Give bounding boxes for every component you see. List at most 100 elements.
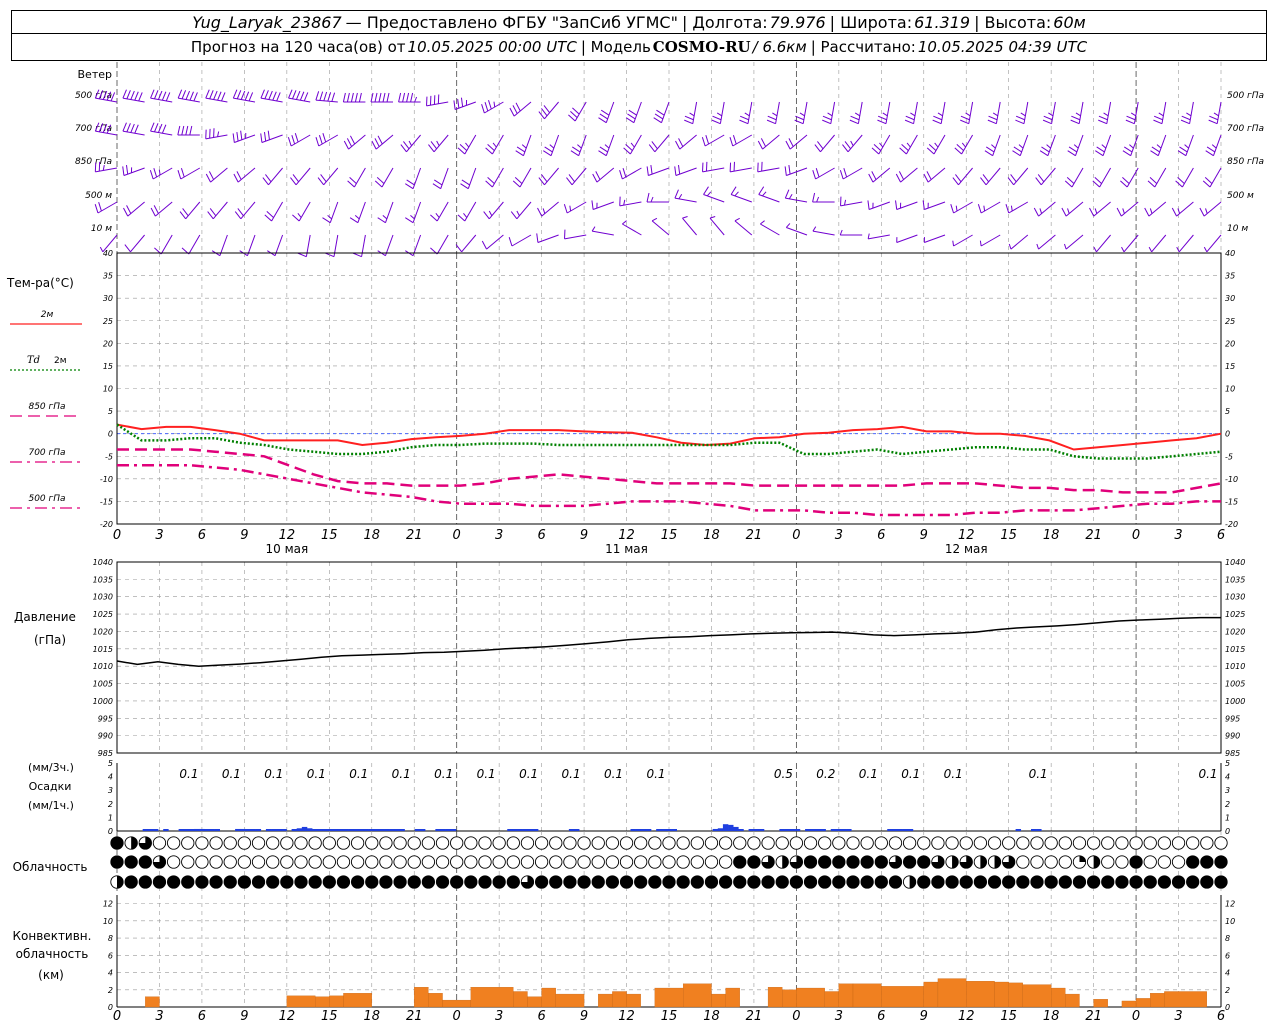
temp-x-tick-label: 3 bbox=[495, 528, 503, 543]
wind-barb-feather bbox=[1205, 150, 1214, 157]
wind-barb-feather bbox=[1211, 144, 1217, 149]
wind-barb-feather bbox=[1067, 208, 1070, 214]
wind-barb-staff bbox=[633, 101, 642, 123]
wind-barb-feather bbox=[410, 214, 415, 220]
cloud-circle bbox=[789, 836, 804, 850]
wind-barb-feather bbox=[402, 92, 406, 103]
cloud-fill bbox=[917, 855, 930, 869]
wind-barb-feather bbox=[788, 138, 794, 147]
wind-barb bbox=[1067, 134, 1084, 157]
conv-bar bbox=[725, 987, 740, 1008]
precip-3h-label: 0.1 bbox=[1198, 767, 1217, 781]
wind-barb-staff bbox=[622, 223, 642, 236]
cloud-circle bbox=[591, 855, 605, 869]
wind-barb-staff bbox=[544, 167, 559, 186]
cloud-symbol bbox=[1058, 836, 1072, 850]
cloud-circle bbox=[1002, 836, 1016, 850]
precip-unit-1h: (мм/1ч.) bbox=[28, 799, 74, 812]
wind-barb-feather bbox=[1020, 112, 1026, 117]
wind-barb-feather bbox=[236, 131, 239, 142]
y-tick-label-left: 2 bbox=[108, 986, 113, 995]
wind-barb bbox=[317, 167, 339, 186]
wind-barb-staff bbox=[152, 167, 173, 180]
wind-barb bbox=[122, 122, 145, 136]
wind-barb bbox=[904, 101, 918, 125]
wind-barb bbox=[849, 101, 863, 125]
wind-barb-feather bbox=[102, 90, 108, 100]
cloud-symbol bbox=[350, 875, 365, 889]
wind-barb-feather bbox=[126, 90, 131, 100]
wind-barb bbox=[1008, 234, 1029, 250]
cloud-fill bbox=[464, 875, 478, 889]
cloud-circle bbox=[902, 836, 917, 850]
wind-barb bbox=[177, 167, 201, 180]
cloud-symbol bbox=[110, 836, 124, 850]
wind-barb-staff bbox=[440, 167, 449, 189]
cloud-symbol bbox=[818, 855, 832, 869]
conv-bar bbox=[343, 993, 372, 1008]
cloud-symbol bbox=[166, 855, 181, 869]
wind-barb bbox=[1150, 134, 1167, 157]
cloud-circle bbox=[577, 836, 591, 850]
cloud-fill bbox=[450, 875, 463, 889]
cloud-symbol bbox=[237, 875, 252, 889]
wind-barb-feather bbox=[262, 177, 269, 186]
cloud-fill bbox=[266, 875, 279, 889]
wind-barb-feather bbox=[744, 112, 750, 117]
cloud-symbol bbox=[1058, 875, 1072, 889]
wind-barb-feather bbox=[1094, 176, 1102, 184]
cloud-symbol bbox=[280, 855, 294, 869]
wind-barb-feather bbox=[625, 143, 633, 151]
wind-barb bbox=[315, 91, 338, 103]
wind-barb-feather bbox=[591, 200, 594, 210]
wind-barb bbox=[711, 101, 725, 125]
wind-barb bbox=[453, 97, 476, 110]
cloud-circle bbox=[1058, 855, 1072, 869]
bottom-x-tick-label: 12 bbox=[279, 1009, 296, 1024]
wind-barb-feather bbox=[871, 147, 880, 155]
cloud-fill bbox=[1044, 875, 1058, 889]
wind-barb-feather bbox=[541, 174, 548, 183]
wind-barb-feather bbox=[343, 140, 349, 150]
wind-barb bbox=[729, 161, 752, 173]
wind-barb-feather bbox=[1144, 207, 1150, 217]
wind-barb-feather bbox=[327, 92, 332, 102]
wind-barb-staff bbox=[348, 134, 366, 150]
cloud-circle bbox=[1101, 855, 1115, 869]
wind-barb-staff bbox=[1099, 167, 1112, 188]
wind-barb-feather bbox=[158, 169, 161, 176]
cloud-symbol bbox=[846, 875, 860, 889]
y-tick-label-left: -15 bbox=[100, 497, 113, 506]
wind-barb-staff bbox=[375, 134, 394, 150]
cloud-symbol bbox=[1115, 836, 1129, 850]
wind-barb-feather bbox=[297, 252, 307, 258]
wind-barb-feather bbox=[349, 217, 359, 224]
cloud-fill bbox=[1200, 875, 1214, 889]
wind-barb-feather bbox=[628, 109, 637, 116]
cloud-circle bbox=[251, 855, 266, 869]
wind-barb bbox=[512, 167, 532, 188]
wind-barb-feather bbox=[923, 173, 929, 183]
wind-barb-feather bbox=[538, 177, 545, 186]
wind-barb bbox=[646, 192, 669, 203]
cloud-circle bbox=[662, 836, 676, 850]
cloud-symbol bbox=[761, 855, 775, 869]
cloud-circle bbox=[1058, 836, 1072, 850]
wind-barb-feather bbox=[772, 112, 778, 117]
wind-barb-staff bbox=[178, 97, 200, 103]
cloud-fill bbox=[1186, 875, 1199, 889]
y-tick-label-right: 1 bbox=[1225, 813, 1230, 822]
cloud-circle bbox=[393, 855, 407, 869]
wind-barb-feather bbox=[189, 125, 193, 136]
cloud-circle bbox=[350, 836, 365, 850]
precip-bar bbox=[656, 829, 662, 831]
wind-barb bbox=[625, 101, 642, 124]
cloud-fill bbox=[917, 875, 930, 889]
wind-barb bbox=[1153, 101, 1167, 125]
cloud-symbol bbox=[379, 855, 393, 869]
wind-barb-staff bbox=[329, 201, 339, 223]
wind-barb-feather bbox=[1048, 112, 1054, 117]
wind-barb bbox=[623, 134, 642, 155]
wind-barb-feather bbox=[94, 204, 99, 214]
wind-barb-feather bbox=[377, 135, 383, 145]
